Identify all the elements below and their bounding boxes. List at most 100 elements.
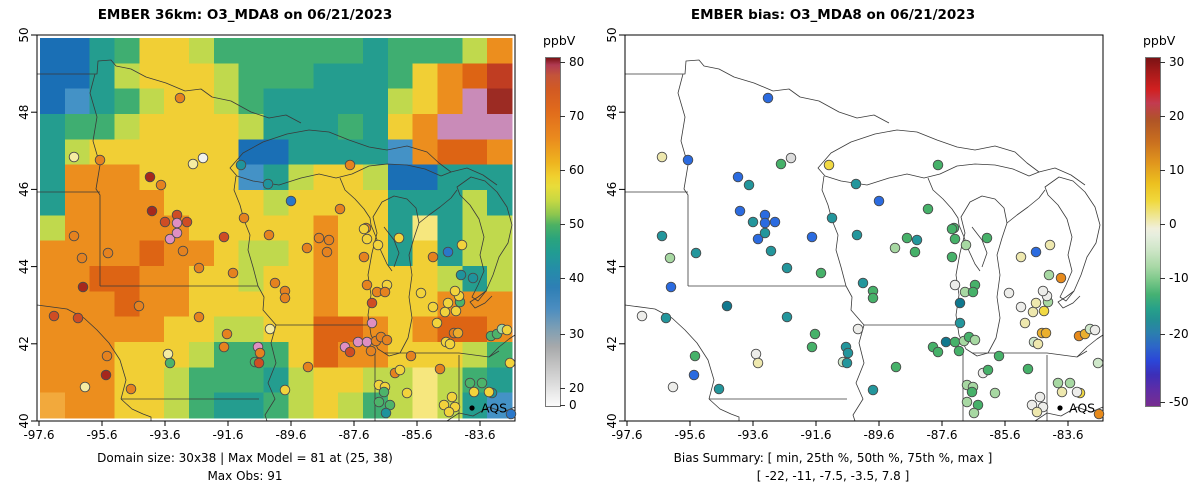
raster-cell <box>412 139 439 166</box>
raster-cell <box>362 114 389 140</box>
bias-dot <box>806 231 818 243</box>
raster-cell <box>164 164 190 191</box>
obs-dot <box>164 357 176 369</box>
raster-cell <box>263 342 290 368</box>
raster-cell <box>238 266 265 292</box>
obs-dot <box>449 285 461 297</box>
y-tick-label: 44 <box>605 259 619 274</box>
plot-box <box>36 34 516 422</box>
state-border <box>446 406 516 422</box>
raster-cell <box>437 63 463 90</box>
state-border <box>89 73 101 286</box>
raster-cell <box>338 266 364 292</box>
raster-cell <box>288 266 314 292</box>
bias-dot <box>1019 317 1031 329</box>
obs-dot <box>302 361 314 373</box>
bias-dot <box>1064 377 1076 389</box>
bias-dot <box>890 361 902 373</box>
state-border <box>37 59 302 124</box>
bias-dot <box>954 317 966 329</box>
obs-dot <box>101 350 113 362</box>
raster-cell <box>362 139 389 166</box>
obs-dot <box>442 246 454 258</box>
obs-dot <box>442 297 454 309</box>
raster-cell <box>114 342 140 368</box>
colorbar-tick-label: 10 <box>1169 163 1185 178</box>
raster-cell <box>487 215 513 242</box>
obs-dot <box>352 336 364 348</box>
obs-dot <box>394 364 406 376</box>
bias-dot <box>1044 239 1056 251</box>
raster-cell <box>412 164 439 191</box>
bias-dot <box>850 178 862 190</box>
raster-cell <box>89 63 116 90</box>
bias-dot <box>743 179 755 191</box>
bias-dot <box>769 216 781 228</box>
bias-dot <box>966 386 978 398</box>
state-border <box>229 129 452 186</box>
raster-cell <box>164 114 190 140</box>
bias-dot <box>785 152 797 164</box>
x-tick-label: -87.6 <box>926 428 957 442</box>
raster-cell <box>139 266 165 292</box>
raster-cell <box>288 139 314 166</box>
state-border <box>120 398 152 421</box>
obs-dot <box>439 306 451 318</box>
raster-cell <box>338 38 364 64</box>
bias-dot <box>1003 287 1015 299</box>
obs-dot <box>427 251 439 263</box>
bias-dot <box>867 384 879 396</box>
obs-dot <box>378 386 390 398</box>
raster-cell <box>313 266 339 292</box>
y-tick-label: 44 <box>17 259 31 274</box>
aqs-legend-label: AQS <box>481 401 507 416</box>
obs-dot <box>468 386 480 398</box>
raster-cell <box>313 63 339 90</box>
state-border <box>456 176 513 302</box>
right-map: AQS -97.6 -95.6 -93.6 -91.6 -89.6 -87.6 -85.6 -8… <box>605 27 1105 442</box>
raster-cell <box>462 164 488 191</box>
raster-cell <box>189 240 215 267</box>
bias-dot <box>775 158 787 170</box>
bias-dot <box>1037 285 1049 297</box>
bias-dot <box>949 279 961 291</box>
obs-dot <box>365 345 377 357</box>
raster-cell <box>114 88 140 115</box>
raster-cell <box>387 164 414 191</box>
raster-cell <box>189 114 215 140</box>
raster-cell <box>40 215 66 242</box>
obs-dot <box>444 338 456 350</box>
left-colorbar <box>545 57 561 407</box>
obs-dot <box>450 305 462 317</box>
raster-cell <box>387 88 414 115</box>
raster-cell <box>412 38 439 64</box>
bias-dot <box>946 251 958 263</box>
obs-dot <box>358 223 370 235</box>
raster-cell <box>189 63 215 90</box>
raster-cell <box>213 139 240 166</box>
x-tick-label: -97.6 <box>23 428 54 442</box>
obs-dot <box>72 312 84 324</box>
raster-cell <box>487 240 513 267</box>
bias-dot <box>826 212 838 224</box>
raster-cell <box>64 392 91 419</box>
left-caption-line2: Max Obs: 91 <box>207 469 283 483</box>
state-border <box>677 73 689 286</box>
colorbar-tick-label: 70 <box>569 109 585 124</box>
bias-dot <box>734 205 746 217</box>
raster-cell <box>89 266 116 292</box>
raster-cell <box>288 316 314 343</box>
raster-cell <box>164 392 190 419</box>
raster-cell <box>64 240 91 267</box>
raster-cell <box>114 63 140 90</box>
bias-dot <box>968 407 980 419</box>
state-border <box>817 129 1040 186</box>
raster-cell <box>64 190 91 216</box>
x-tick-label: -83.6 <box>464 428 495 442</box>
raster-cell <box>40 392 66 419</box>
raster-cell <box>40 266 66 292</box>
colorbar-tick-mark <box>1160 224 1165 226</box>
raster-cell <box>238 114 265 140</box>
obs-dot <box>76 252 88 264</box>
bias-dot <box>1031 406 1043 418</box>
